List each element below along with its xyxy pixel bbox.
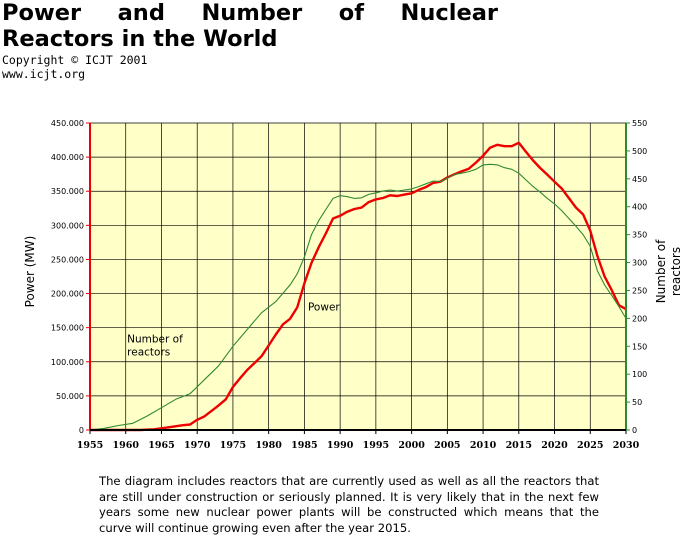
x-tick-label: 1985 [291, 440, 317, 451]
y2-axis-label: reactors [669, 247, 683, 296]
x-tick-label: 1990 [327, 440, 354, 451]
y2-tick-label: 550 [632, 119, 647, 128]
y2-tick-label: 100 [632, 370, 647, 379]
x-tick-label: 2015 [506, 440, 532, 451]
footnote-text: The diagram includes reactors that are c… [99, 474, 599, 535]
x-tick-label: 1960 [113, 440, 140, 451]
x-tick-label: 2000 [398, 440, 425, 451]
page-meta: Copyright © ICJT 2001 www.icjt.org [2, 53, 147, 81]
y-tick-label: 100.000 [51, 358, 84, 367]
y2-tick-label: 50 [632, 398, 642, 407]
x-tick-label: 1980 [255, 440, 282, 451]
series-annotation-reactors: reactors [127, 347, 170, 359]
y-tick-label: 200.000 [51, 290, 84, 299]
series-annotation-reactors: Number of [127, 334, 183, 346]
y-tick-label: 400.000 [51, 153, 84, 162]
y-tick-label: 450.000 [51, 119, 84, 128]
power-series-line [90, 141, 627, 432]
x-tick-label: 2005 [434, 440, 460, 451]
y2-tick-label: 500 [632, 147, 647, 156]
title-word: of [338, 0, 365, 26]
plot-area [90, 123, 626, 430]
x-tick-label: 2030 [613, 440, 640, 451]
x-tick-label: 2010 [470, 440, 497, 451]
copyright-text: Copyright © ICJT 2001 [2, 53, 148, 67]
y-tick-label: 250.000 [51, 255, 84, 264]
y2-tick-label: 450 [632, 175, 647, 184]
y-tick-label: 150.000 [51, 324, 84, 333]
x-tick-label: 1970 [184, 440, 211, 451]
y-tick-label: 350.000 [51, 187, 84, 196]
y2-axis-label: Number of [654, 239, 668, 303]
y2-tick-label: 200 [632, 314, 647, 323]
title-word: Nuclear [400, 0, 498, 26]
title-line-1: Power and Number of Nuclear [2, 0, 498, 26]
y2-tick-label: 0 [632, 426, 637, 435]
y2-tick-label: 350 [632, 231, 647, 240]
reactors-series-line [89, 163, 627, 431]
x-tick-label: 2025 [577, 440, 603, 451]
y-tick-label: 50.000 [56, 392, 84, 401]
title-word: Number [201, 0, 303, 26]
title-word: Power [2, 0, 82, 26]
x-tick-label: 1955 [77, 440, 103, 451]
series-annotation-power: Power [308, 302, 340, 314]
x-tick-label: 1995 [363, 440, 389, 451]
y2-tick-label: 400 [632, 203, 647, 212]
x-tick-label: 1975 [220, 440, 246, 451]
y-axis-label: Power (MW) [23, 236, 37, 308]
x-tick-label: 1965 [148, 440, 174, 451]
title-line-2: Reactors in the World [2, 26, 278, 52]
y2-tick-label: 300 [632, 259, 647, 268]
y2-tick-label: 250 [632, 286, 647, 295]
title-word: and [117, 0, 165, 26]
website-text: www.icjt.org [2, 67, 86, 81]
y-tick-label: 300.000 [51, 221, 84, 230]
x-tick-label: 2020 [541, 440, 568, 451]
y-tick-label: 0 [79, 426, 84, 435]
page-title: Power and Number of Nuclear Reactors in … [2, 0, 498, 52]
y2-tick-label: 150 [632, 342, 647, 351]
